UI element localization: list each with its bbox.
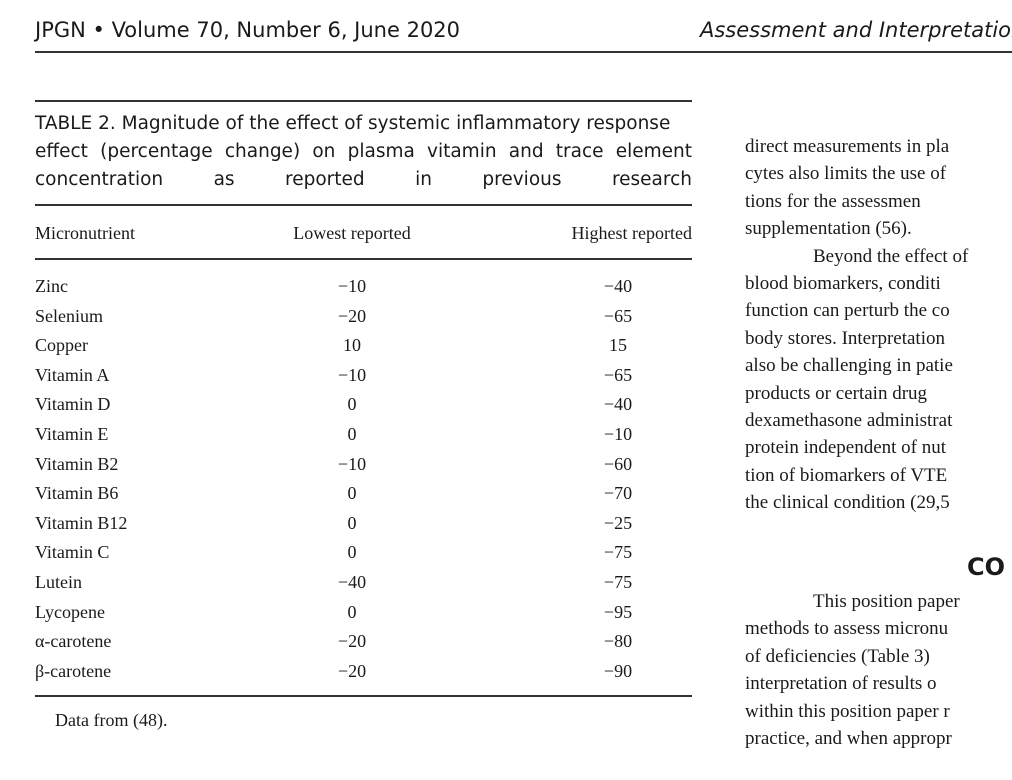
body-line: also be challenging in patie [745,355,953,377]
body-line: Beyond the effect of [813,245,969,267]
table-cell: 0 [347,512,357,533]
body-line: of deficiencies (Table 3) [745,645,930,667]
section-heading: CO [967,553,1006,581]
body-line: within this position paper r [745,700,950,722]
table-cell: −75 [603,542,633,563]
caption-line: TABLE 2. Magnitude of the effect of syst… [35,113,671,134]
table-cell: −10 [337,364,367,385]
table-rule [35,258,692,260]
body-line: dexamethasone administrat [745,410,953,431]
body-line: products or certain drug [745,382,928,404]
row-label: Zinc [35,276,68,296]
table-cell: −40 [603,394,633,415]
table-cell: −65 [603,305,633,326]
table-cell: −25 [603,512,633,533]
row-label: Lutein [35,572,82,592]
table-rule [35,204,692,206]
row-label: Vitamin E [35,424,109,444]
table-cell: −70 [603,483,633,504]
row-label: α-carotene [35,631,112,652]
table-cell: −10 [603,424,633,444]
table-cell: −20 [337,305,367,326]
table-cell: −65 [603,364,633,385]
table-cell: 10 [343,335,361,356]
row-label: Copper [35,335,88,356]
caption-line: concentration as reported in previous re… [35,169,692,190]
body-line: direct measurements in pla [745,136,950,157]
table-cell: −80 [603,631,633,652]
body-line: interpretation of results o [745,673,937,695]
table-footnote: Data from (48). [55,710,168,730]
body-line: body stores. Interpretation [745,327,945,349]
row-label: Vitamin B12 [35,512,128,533]
table-cell: 0 [347,394,357,415]
row-label: Vitamin B2 [35,453,119,474]
column-header: Highest reported [571,223,692,243]
body-column: direct measurements in pla cytes also lim… [745,0,1012,780]
row-label: Vitamin D [35,394,111,415]
body-line: blood biomarkers, conditi [745,273,941,294]
table-cell: −10 [337,276,367,296]
header-rule [35,51,1012,53]
table-cell: −20 [337,660,367,681]
row-label: Selenium [35,305,103,326]
caption-line: effect (percentage change) on plasma vit… [35,141,692,162]
body-line: This position paper [813,591,960,612]
body-line: protein independent of nut [745,437,947,459]
body-line: supplementation (56). [745,218,912,240]
table-cell: −40 [603,276,633,296]
body-line: practice, and when appropr [745,728,952,749]
table-cell: 0 [347,542,357,563]
column-header: Lowest reported [293,223,411,243]
table-cell: −10 [337,453,367,474]
row-label: Vitamin B6 [35,483,119,504]
row-label: β-carotene [35,660,112,681]
row-label: Lycopene [35,601,105,622]
body-line: the clinical condition (29,5 [745,492,950,514]
body-line: tion of biomarkers of VTE [745,464,948,486]
table-top-rule [35,100,692,102]
table-cell: 15 [609,335,627,356]
table-cell: −95 [603,601,633,622]
row-label: Vitamin C [35,542,110,563]
column-header: Micronutrient [35,223,135,243]
body-line: function can perturb the co [745,300,950,322]
table-cell: −60 [603,453,633,474]
table-cell: −75 [603,572,633,592]
body-line: tions for the assessmen [745,190,921,212]
table-cell: −90 [603,660,633,681]
row-label: Vitamin A [35,364,110,385]
table-cell: 0 [347,483,357,504]
table-cell: 0 [347,601,357,622]
table-rule [35,695,692,697]
journal-header: JPGN • Volume 70, Number 6, June 2020 [35,18,461,42]
body-line: cytes also limits the use of [745,163,947,185]
table-cell: −40 [337,572,367,592]
table-cell: −20 [337,631,367,652]
running-title: Assessment and Interpretation [700,18,1012,42]
table-cell: 0 [347,424,357,444]
body-line: methods to assess micronu [745,618,949,640]
